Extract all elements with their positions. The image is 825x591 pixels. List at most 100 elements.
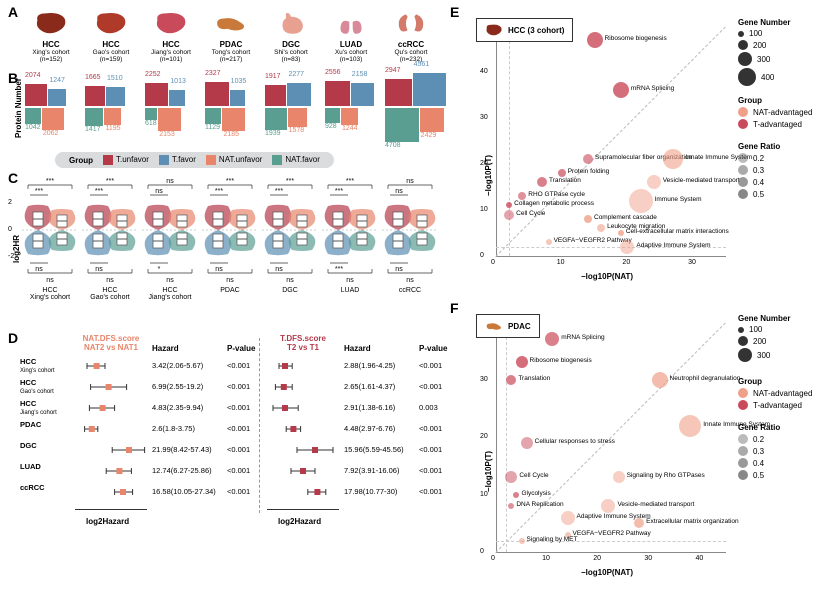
scatter-point-label: Translation [518, 375, 550, 382]
svg-text:ns: ns [46, 277, 54, 284]
cancer-label: HCC [102, 40, 119, 49]
forest-xlabel2: log2Hazard [278, 517, 321, 526]
violin-label: HCC Xing's cohort [22, 287, 78, 301]
scatter-point [663, 149, 683, 169]
violin-label: ccRCC [382, 287, 438, 294]
cohort-name: Jiang's cohort [151, 49, 191, 56]
forest-nat-hr: 12.74(6.27-25.86) [152, 466, 212, 475]
scatter-point-label: DNA Replication [516, 501, 563, 508]
cohort-n: (n=103) [340, 56, 363, 63]
forest-nat-p: <0.001 [227, 466, 250, 475]
cohort-n: (n=159) [100, 56, 123, 63]
scatter-point [652, 372, 668, 388]
scatter-point [521, 437, 533, 449]
svg-text:***: *** [215, 188, 223, 195]
cancer-label: PDAC [220, 40, 243, 49]
scatter-point [516, 356, 528, 368]
scatter-point-label: Translation [549, 177, 581, 184]
violin-label: HCC Jiang's cohort [142, 287, 198, 301]
forest-title-t: T.DFS.score T2 vs T1 [267, 334, 339, 352]
pancreas-icon [214, 10, 248, 38]
cohort-n: (n=152) [40, 56, 63, 63]
violin-label: DGC [262, 287, 318, 294]
pancreas-icon [485, 319, 503, 333]
forest-nat-ci [75, 360, 147, 372]
scatter-point [513, 492, 519, 498]
scatter-point [587, 32, 603, 48]
svg-text:ns: ns [286, 277, 294, 284]
svg-text:***: *** [35, 188, 43, 195]
forest-t-p: <0.001 [419, 487, 442, 496]
violin-label: PDAC [202, 287, 258, 294]
scatter-point [508, 503, 514, 509]
cohort-name: Xing's cohort [32, 49, 69, 56]
scatter-point [618, 230, 624, 236]
cancer-label: LUAD [340, 40, 362, 49]
liver-icon [94, 10, 128, 38]
forest-nat-hr: 4.83(2.35-9.94) [152, 403, 203, 412]
svg-text:ns: ns [166, 277, 174, 284]
legend-item: T.favor [159, 155, 196, 165]
scatter-badge: PDAC [476, 314, 540, 338]
scatter-point-label: Glycolysis [521, 490, 550, 497]
forest-row-label: ccRCC [20, 484, 45, 492]
scatter-point [584, 215, 592, 223]
forest-nat-p: <0.001 [227, 382, 250, 391]
scatter-xlabel: −log10P(NAT) [581, 272, 633, 281]
svg-text:***: *** [226, 178, 234, 185]
organ-pdac-3: PDAC Tong's cohort (n=217) [208, 10, 254, 63]
scatter-point [613, 471, 625, 483]
liver-icon [34, 10, 68, 38]
svg-text:ns: ns [166, 178, 174, 185]
forest-row-label: HCCJiang's cohort [20, 400, 57, 416]
svg-text:ns: ns [155, 188, 163, 195]
forest-row-label: PDAC [20, 421, 41, 429]
scatter-point [620, 240, 634, 254]
forest-row-label: HCCGao's cohort [20, 379, 54, 395]
cancer-label: DGC [282, 40, 300, 49]
scatter-ylabel: −log10P(T) [484, 451, 493, 492]
waffle-0: 2074 1247 1042 2062 [25, 78, 71, 138]
scatter-point [505, 471, 517, 483]
legend-group: Group NAT-advantagedT-advantaged [738, 96, 812, 131]
forest-t-p: <0.001 [419, 466, 442, 475]
forest-nat-p: <0.001 [227, 487, 250, 496]
panel-A: HCC Xing's cohort (n=152) HCC Gao's coho… [28, 10, 434, 63]
waffle-5: 2556 2158 928 1244 [325, 78, 371, 138]
legend-gene-ratio: Gene Ratio 0.20.30.40.5 [738, 142, 780, 201]
waffle-1: 1665 1510 1417 1195 [85, 78, 131, 138]
liver-icon [154, 10, 188, 38]
scatter-point [504, 210, 514, 220]
violin-col-4: *** *** ns ns DGC [262, 175, 318, 305]
svg-text:***: *** [346, 178, 354, 185]
panel-label-F: F [450, 300, 459, 316]
svg-text:***: *** [286, 178, 294, 185]
violin-col-0: *** *** ns ns HCC Xing's cohort [22, 175, 78, 305]
cohort-name: Qu's cohort [394, 49, 427, 56]
panel-label-E: E [450, 4, 459, 20]
forest-t-ci [267, 381, 339, 393]
scatter-point [583, 154, 593, 164]
panel-F: 010203040010203040−log10P(NAT)−log10P(T)… [468, 310, 823, 585]
forest-col-p2: P-value [419, 344, 447, 353]
svg-text:***: *** [46, 178, 54, 185]
legend-item: NAT.favor [272, 155, 320, 165]
scatter-point [647, 175, 661, 189]
forest-nat-ci [75, 423, 147, 435]
scatter-point-label: Ribosome biogenesis [530, 357, 592, 364]
forest-xlabel: log2Hazard [86, 517, 129, 526]
scatter-ylabel: −log10P(T) [484, 155, 493, 196]
forest-nat-ci [75, 486, 147, 498]
legend-item: NAT.unfavor [206, 155, 262, 165]
panel-B: Protein Number 2074 1247 1042 2062 1665 … [14, 78, 431, 138]
waffle-3: 2327 1035 1129 2185 [205, 78, 251, 138]
cohort-name: Shi's cohort [274, 49, 308, 56]
liver-icon [485, 23, 503, 37]
forest-nat-hr: 21.99(8.42-57.43) [152, 445, 212, 454]
forest-nat-hr: 16.58(10.05-27.34) [152, 487, 216, 496]
scatter-point [546, 239, 552, 245]
forest-t-p: <0.001 [419, 445, 442, 454]
organ-hcc-1: HCC Gao's cohort (n=159) [88, 10, 134, 63]
scatter-badge: HCC (3 cohort) [476, 18, 573, 42]
scatter-point-label: Cell Cycle [519, 472, 548, 479]
